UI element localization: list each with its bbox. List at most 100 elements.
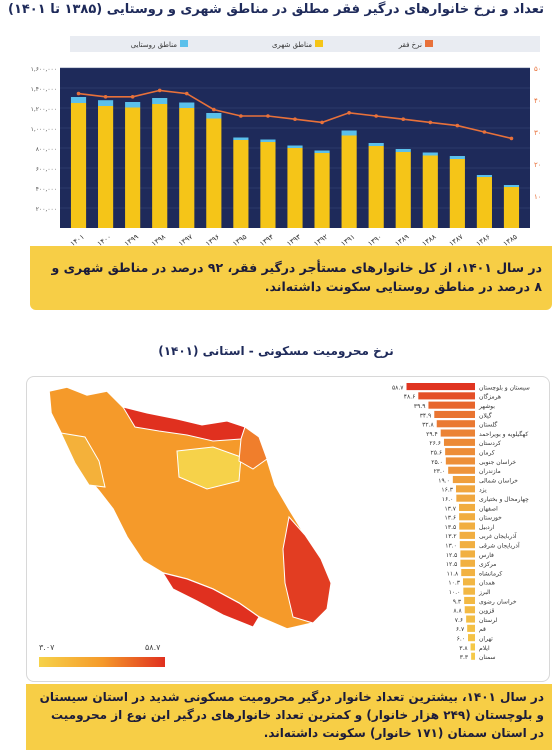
- rate-point: [401, 117, 406, 121]
- province-value-label: ۲۶.۶: [429, 440, 441, 447]
- rate-point: [266, 114, 270, 118]
- rate-point: [76, 91, 81, 96]
- bar-rural: [125, 102, 141, 108]
- province-label: سمنان: [479, 654, 496, 661]
- province-value-label: ۲۵.۰: [431, 459, 443, 466]
- province-bar: [470, 643, 475, 651]
- province-bar: [466, 615, 475, 623]
- province-bar: [461, 569, 475, 577]
- bar-rural: [476, 175, 492, 177]
- bar-urban: [287, 148, 303, 228]
- province-value-label: ۱۱.۸: [447, 570, 459, 577]
- legend-label: مناطق شهری: [272, 41, 312, 49]
- province-bar: [448, 466, 475, 474]
- gauge-low-label: ۳.۰۷: [39, 643, 55, 652]
- bar-rural: [449, 156, 465, 159]
- province-value-label: ۱۲.۵: [446, 561, 458, 568]
- province-value-label: ۱۳.۵: [445, 524, 457, 531]
- bar-urban: [125, 107, 141, 228]
- y2-tick-label: ۳۰: [534, 129, 542, 137]
- province-bar: [459, 513, 475, 521]
- province-bar: [434, 410, 475, 418]
- bar-urban: [422, 155, 438, 228]
- province-value-label: ۲۳.۰: [434, 468, 446, 475]
- rate-point: [184, 91, 189, 96]
- legend-swatch: [180, 40, 188, 47]
- rate-point: [509, 136, 514, 141]
- province-bar: [459, 522, 475, 530]
- province-bar: [418, 392, 475, 400]
- bar-rural: [233, 137, 249, 140]
- province-bar: [467, 624, 475, 632]
- province-bar: [463, 587, 475, 595]
- province-bar: [464, 606, 475, 614]
- note-urban-rural: در سال ۱۴۰۱، از کل خانوارهای مستأجر درگی…: [30, 246, 552, 310]
- rate-point: [130, 95, 135, 99]
- province-label: اردبیل: [479, 524, 495, 531]
- bar-urban: [70, 103, 87, 228]
- province-label: قزوین: [479, 608, 494, 615]
- y2-tick-label: ۱۰: [534, 193, 542, 201]
- province-value-label: ۱۶.۳: [441, 487, 453, 494]
- province-bar: [443, 438, 475, 446]
- rate-point: [320, 120, 324, 125]
- rate-point: [455, 123, 460, 128]
- map-region-southeast: [282, 515, 332, 624]
- province-value-label: ۳.۳: [460, 654, 469, 661]
- bar-urban: [449, 159, 465, 228]
- bar-urban: [98, 106, 114, 228]
- province-label: البرز: [478, 589, 491, 596]
- province-bar: [468, 634, 475, 642]
- province-value-label: ۵۸.۷: [392, 384, 404, 391]
- y-tick-label: ۱,۲۰۰,۰۰۰: [31, 106, 57, 113]
- bar-rural: [503, 185, 520, 187]
- rate-point: [428, 120, 433, 125]
- province-label: کردستان: [479, 440, 501, 447]
- rate-point: [293, 117, 297, 121]
- province-value-label: ۱۲.۵: [446, 552, 458, 559]
- bar-urban: [152, 104, 168, 228]
- province-label: کهگیلویه و بویراحمد: [479, 430, 528, 438]
- province-bar: [455, 485, 475, 493]
- province-label: قم: [479, 626, 486, 633]
- province-label: گیلان: [479, 411, 492, 419]
- province-bar: [459, 541, 475, 549]
- province-value-label: ۱۰.۳: [448, 580, 460, 587]
- rate-point: [212, 107, 216, 112]
- y2-tick-label: ۴۰: [534, 97, 542, 105]
- bar-rural: [287, 145, 303, 148]
- province-value-label: ۳۲.۸: [422, 422, 434, 429]
- province-value-label: ۱۳.۲: [445, 533, 457, 540]
- province-bar: [440, 429, 475, 437]
- y-tick-label: ۱,۴۰۰,۰۰۰: [31, 86, 57, 93]
- province-label: آذربایجان غربی: [479, 531, 517, 540]
- bar-urban: [368, 146, 384, 228]
- province-value-label: ۱۳.۷: [444, 505, 456, 512]
- province-bar: [406, 383, 475, 391]
- y-tick-label: ۲۰۰,۰۰۰: [36, 206, 57, 213]
- rate-point: [374, 114, 378, 118]
- province-label: کرمان: [479, 450, 495, 457]
- province-label: خوزستان: [479, 515, 502, 522]
- province-label: مرکزی: [479, 561, 496, 568]
- province-bar: [428, 401, 475, 409]
- province-value-label: ۱۳.۰: [445, 543, 457, 550]
- province-label: سیستان و بلوچستان: [479, 384, 530, 391]
- y-tick-label: ۶۰۰,۰۰۰: [36, 166, 57, 173]
- bar-rural: [98, 100, 114, 106]
- iran-map: [48, 386, 332, 630]
- rate-point: [157, 88, 162, 93]
- province-value-label: ۶.۷: [456, 626, 465, 633]
- province-value-label: ۶.۰: [457, 636, 465, 643]
- bar-rural: [70, 97, 87, 103]
- note-provinces: در سال ۱۴۰۱، بیشترین تعداد خانوار درگیر …: [26, 684, 552, 750]
- bar-urban: [503, 187, 520, 228]
- y-tick-label: ۱,۰۰۰,۰۰۰: [31, 126, 57, 133]
- poverty-chart: مناطق روستایی مناطق شهری نرخ فقر ۲۰۰,۰۰۰ ۴۰۰…: [30, 26, 552, 246]
- chart2-title: نرخ محرومیت مسکونی - استانی (۱۴۰۱): [158, 344, 394, 358]
- province-label: گلستان: [479, 421, 497, 429]
- province-label: خراسان شمالی: [479, 477, 518, 484]
- bar-urban: [341, 135, 357, 228]
- province-label: چهارمحال و بختیاری: [479, 496, 529, 503]
- province-value-label: ۷.۶: [455, 617, 463, 624]
